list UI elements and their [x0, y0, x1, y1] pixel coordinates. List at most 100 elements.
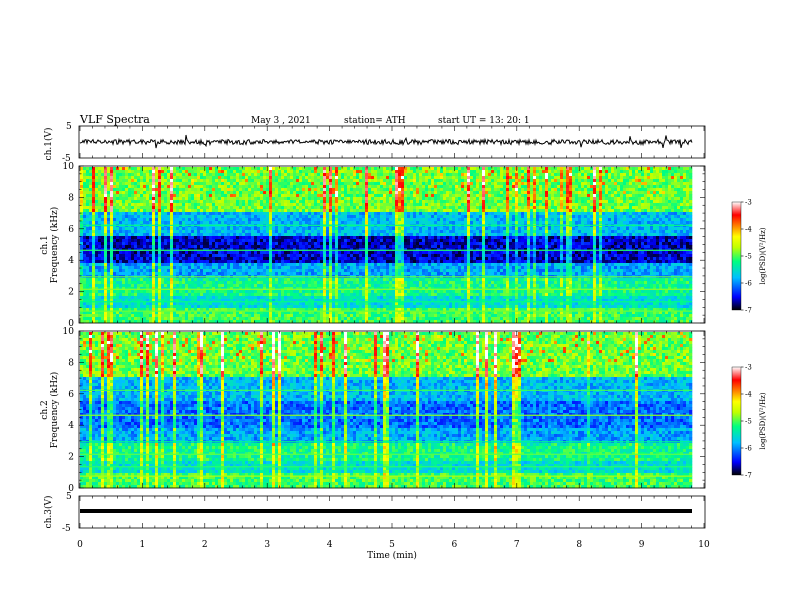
spectrogram-cell [365, 251, 369, 255]
spectrogram-cell [218, 284, 222, 288]
spectrogram-cell [167, 233, 171, 237]
spectrogram-cell [98, 251, 102, 255]
spectrogram-cell [197, 251, 201, 255]
spectrogram-cell [212, 212, 216, 216]
spectrogram-cell [194, 278, 198, 282]
spectrogram-cell [287, 239, 291, 243]
spectrogram-cell [323, 239, 327, 243]
spectrogram-cell [284, 260, 288, 264]
spectrogram-cell [353, 305, 357, 309]
spectrogram-cell [356, 320, 360, 324]
spectrogram-cell [338, 212, 342, 216]
spectrogram-cell [260, 284, 264, 288]
spectrogram-cell [353, 179, 357, 183]
spectrogram-cell [194, 239, 198, 243]
spectrogram-cell [227, 308, 231, 312]
spectrogram-cell [206, 218, 210, 222]
spectrogram-cell [89, 290, 93, 294]
spectrogram-cell [302, 230, 306, 234]
spectrogram-cell [200, 260, 204, 264]
spectrogram-cell [170, 272, 174, 276]
spectrogram-cell [296, 212, 300, 216]
spectrogram-cell [164, 278, 168, 282]
spectrogram-cell [83, 182, 87, 186]
spectrogram-cell [260, 167, 264, 171]
spectrogram-cell [281, 182, 285, 186]
spectrogram-cell [137, 203, 141, 207]
spectrogram-cell [335, 290, 339, 294]
spectrogram-cell [290, 185, 294, 189]
spectrogram-cell [245, 167, 249, 171]
spectrogram-cell [266, 170, 270, 174]
spectrogram-cell [149, 170, 153, 174]
spectrogram-cell [215, 239, 219, 243]
spectrogram-cell [227, 242, 231, 246]
spectrogram-cell [332, 176, 336, 180]
spectrogram-cell [188, 302, 192, 306]
spectrogram-cell [341, 269, 345, 273]
spectrogram-cell [161, 311, 165, 315]
spectrogram-cell [122, 263, 126, 267]
spectrogram-cell [290, 209, 294, 213]
spectrogram-cell [95, 293, 99, 297]
spectrogram-cell [266, 293, 270, 297]
spectrogram-cell [302, 242, 306, 246]
spectrogram-cell [221, 197, 225, 201]
spectrogram-cell [284, 179, 288, 183]
spectrogram-cell [353, 251, 357, 255]
spectrogram-cell [296, 167, 300, 171]
spectrogram-cell [260, 308, 264, 312]
spectrogram-cell [146, 212, 150, 216]
spectrogram-cell [287, 272, 291, 276]
spectrogram-cell [281, 218, 285, 222]
spectrogram-cell [233, 254, 237, 258]
spectrogram-cell [254, 248, 258, 252]
spectrogram-cell [245, 248, 249, 252]
spectrogram-cell [308, 284, 312, 288]
spectrogram-cell [167, 170, 171, 174]
spectrogram-cell [338, 281, 342, 285]
spectrogram-cell [263, 260, 267, 264]
spectrogram-cell [110, 230, 114, 234]
spectrogram-cell [149, 308, 153, 312]
spectrogram-cell [167, 278, 171, 282]
spectrogram-cell [134, 311, 138, 315]
spectrogram-cell [209, 299, 213, 303]
spectrogram-cell [119, 308, 123, 312]
spectrogram-cell [158, 272, 162, 276]
spectrogram-cell [128, 278, 132, 282]
spectrogram-cell [131, 266, 135, 270]
spectrogram-cell [143, 242, 147, 246]
spectrogram-cell [278, 281, 282, 285]
spectrogram-cell [191, 299, 195, 303]
spectrogram-cell [197, 200, 201, 204]
spectrogram-cell [200, 296, 204, 300]
spectrogram-cell [191, 215, 195, 219]
spectrogram-cell [272, 287, 276, 291]
spectrogram-cell [332, 221, 336, 225]
spectrogram-cell [269, 314, 273, 318]
spectrogram-cell [299, 215, 303, 219]
spectrogram-cell [212, 194, 216, 198]
spectrogram-cell [293, 200, 297, 204]
spectrogram-cell [278, 233, 282, 237]
spectrogram-cell [239, 251, 243, 255]
spectrogram-cell [104, 278, 108, 282]
spectrogram-cell [233, 179, 237, 183]
spectrogram-cell [104, 266, 108, 270]
spectrogram-cell [353, 245, 357, 249]
spectrogram-cell [86, 197, 90, 201]
spectrogram-cell [242, 272, 246, 276]
spectrogram-cell [257, 236, 261, 240]
spectrogram-cell [296, 302, 300, 306]
spectrogram-cell [173, 314, 177, 318]
spectrogram-cell [266, 230, 270, 234]
spectrogram-cell [110, 302, 114, 306]
spectrogram-cell [98, 311, 102, 315]
spectrogram-cell [314, 245, 318, 249]
spectrogram-cell [173, 245, 177, 249]
spectrogram-cell [305, 260, 309, 264]
spectrogram-cell [344, 245, 348, 249]
spectrogram-cell [161, 239, 165, 243]
spectrogram-cell [287, 263, 291, 267]
